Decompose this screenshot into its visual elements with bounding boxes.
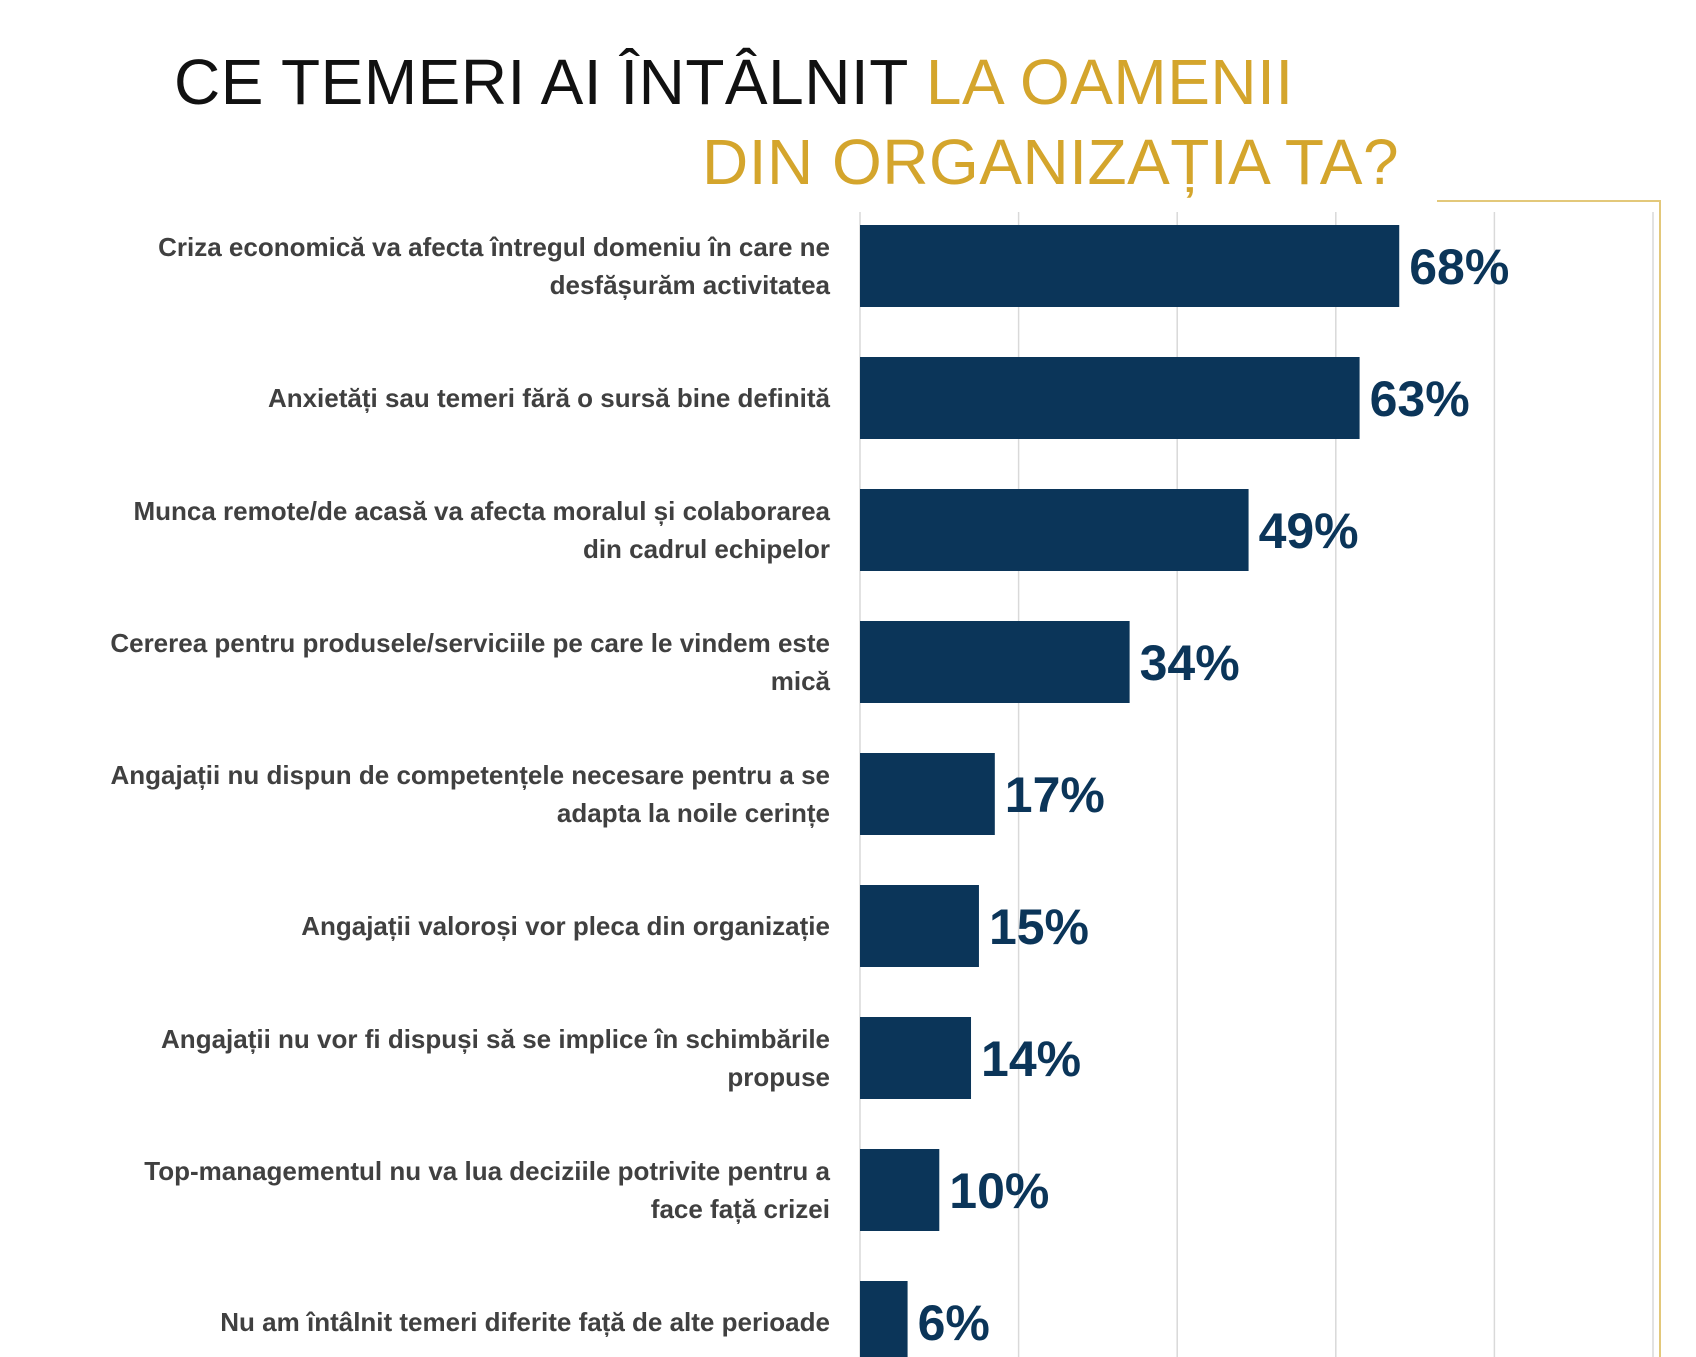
value-label-1: 68% — [1409, 239, 1509, 295]
category-label-line: din cadrul echipelor — [583, 534, 830, 564]
category-label-4: Cererea pentru produsele/serviciile pe c… — [110, 628, 830, 696]
chart-title-line-2: DIN ORGANIZAȚIA TA? — [702, 126, 1400, 198]
frame-border-top — [1437, 200, 1661, 202]
chart-title-line-1: CE TEMERI AI ÎNTÂLNIT LA OAMENII — [174, 50, 1294, 114]
value-label-4: 34% — [1140, 635, 1240, 691]
value-label-7: 14% — [981, 1031, 1081, 1087]
category-label-7: Angajații nu vor fi dispuși să se implic… — [161, 1024, 830, 1092]
category-label-line: adapta la noile cerințe — [557, 798, 830, 828]
bar-3 — [860, 489, 1249, 571]
category-label-line: Criza economică va afecta întregul domen… — [158, 232, 830, 262]
title-dark-part: CE TEMERI AI ÎNTÂLNIT — [174, 46, 908, 118]
category-labels: Criza economică va afecta întregul domen… — [110, 232, 830, 1337]
category-label-8: Top-managementul nu va lua deciziile pot… — [144, 1156, 830, 1224]
category-label-9: Nu am întâlnit temeri diferite față de a… — [220, 1307, 830, 1337]
bar-9 — [860, 1281, 908, 1357]
category-label-line: propuse — [727, 1062, 830, 1092]
frame-border-right — [1659, 200, 1661, 1357]
category-label-line: Nu am întâlnit temeri diferite față de a… — [220, 1307, 830, 1337]
value-label-2: 63% — [1370, 371, 1470, 427]
category-label-line: Cererea pentru produsele/serviciile pe c… — [110, 628, 830, 658]
category-label-line: desfășurăm activitatea — [550, 270, 831, 300]
bar-2 — [860, 357, 1360, 439]
category-label-line: Angajații nu vor fi dispuși să se implic… — [161, 1024, 830, 1054]
category-label-line: Munca remote/de acasă va afecta moralul … — [133, 496, 830, 526]
value-label-9: 6% — [918, 1295, 990, 1351]
value-label-6: 15% — [989, 899, 1089, 955]
category-label-3: Munca remote/de acasă va afecta moralul … — [133, 496, 830, 564]
value-label-8: 10% — [949, 1163, 1049, 1219]
category-label-line: Angajații nu dispun de competențele nece… — [110, 760, 830, 790]
bar-1 — [860, 225, 1400, 307]
bar-4 — [860, 621, 1130, 703]
bar-6 — [860, 885, 979, 967]
bars — [860, 225, 1400, 1357]
title-accent-part: LA OAMENII — [925, 46, 1294, 118]
category-label-6: Angajații valoroși vor pleca din organiz… — [301, 911, 830, 941]
category-label-line: face față crizei — [651, 1194, 830, 1224]
bar-5 — [860, 753, 995, 835]
value-labels: 68% 63% 49% 34% 17% 15% 14% 10% 6% — [918, 239, 1510, 1351]
bar-8 — [860, 1149, 940, 1231]
category-label-line: Angajații valoroși vor pleca din organiz… — [301, 911, 830, 941]
category-label-line: mică — [771, 666, 831, 696]
category-label-line: Top-managementul nu va lua deciziile pot… — [144, 1156, 830, 1186]
category-label-5: Angajații nu dispun de competențele nece… — [110, 760, 830, 828]
bar-7 — [860, 1017, 972, 1099]
category-label-line: Anxietăți sau temeri fără o sursă bine d… — [268, 383, 831, 413]
value-label-5: 17% — [1005, 767, 1105, 823]
value-label-3: 49% — [1259, 503, 1359, 559]
category-label-1: Criza economică va afecta întregul domen… — [158, 232, 830, 300]
category-label-2: Anxietăți sau temeri fără o sursă bine d… — [268, 383, 831, 413]
